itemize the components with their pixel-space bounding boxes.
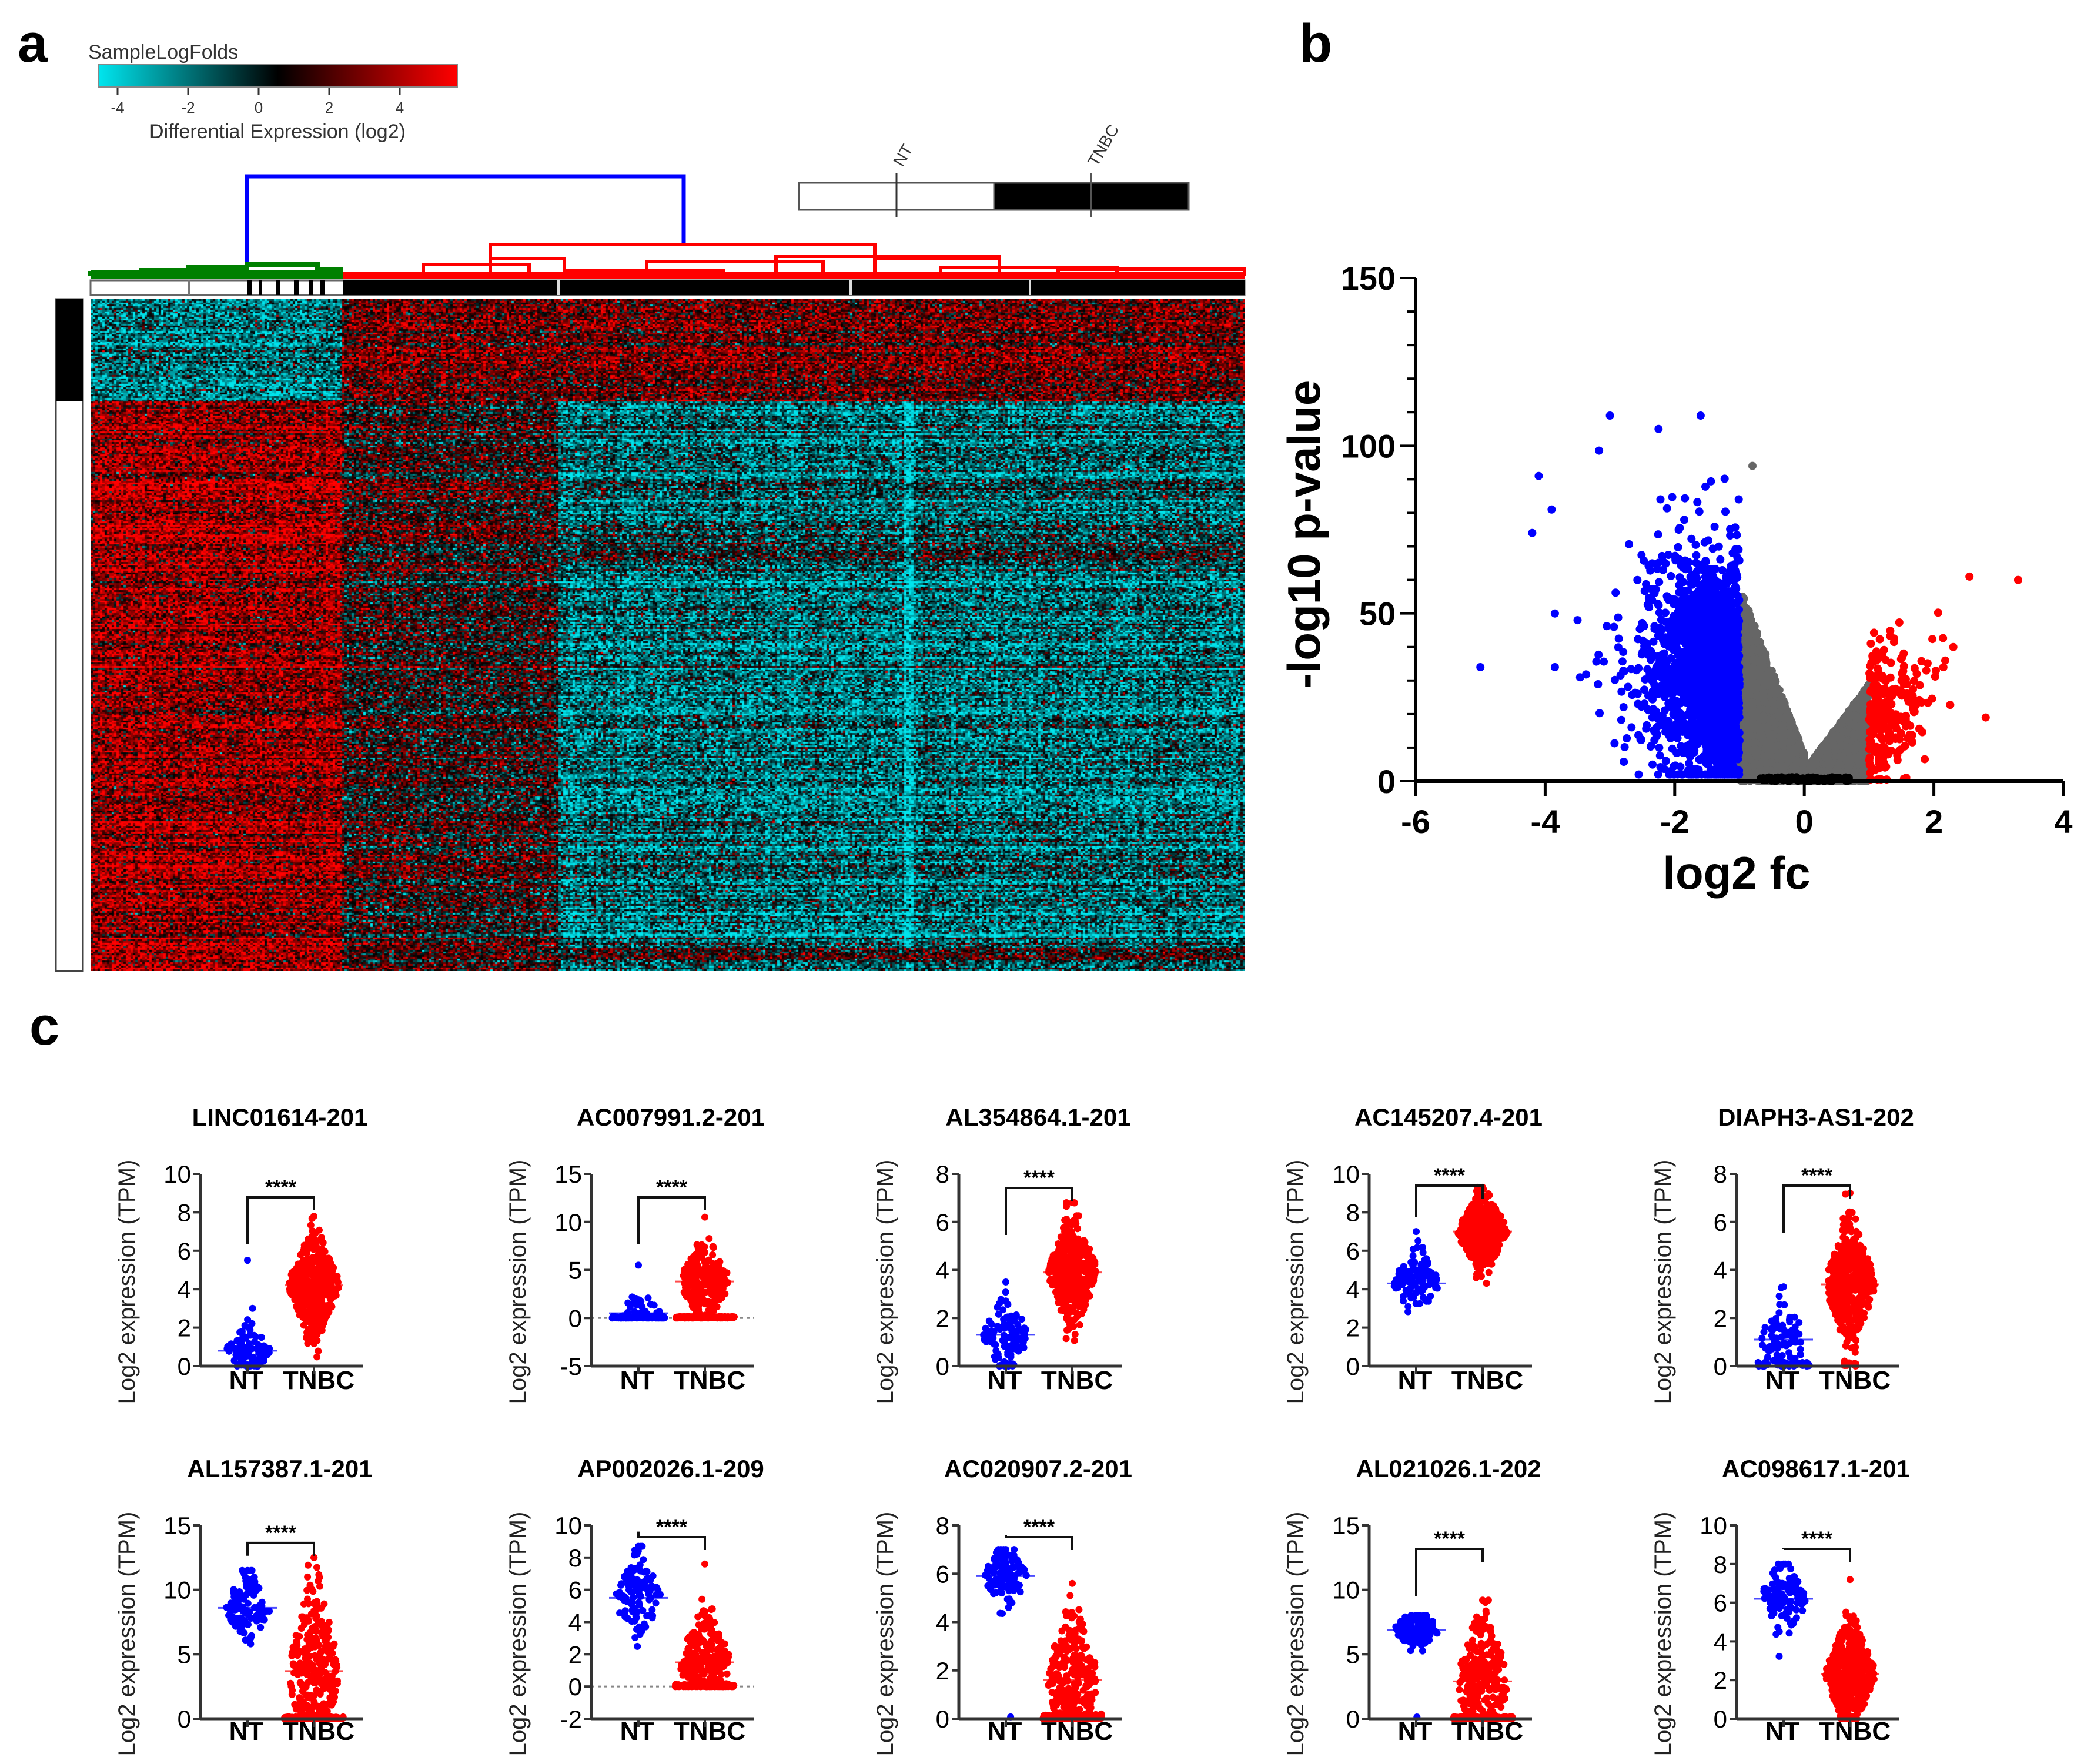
volcano-point — [1752, 690, 1761, 699]
colorbar-ticks: -4 -2 0 2 4 — [111, 88, 404, 116]
colorbar-tick-label: -4 — [111, 99, 124, 116]
column-annotation-bar — [89, 279, 1246, 296]
legend-tnbc-label: TNBC — [1084, 121, 1122, 169]
annotation-sample-mark — [320, 280, 325, 295]
volcano-point — [1750, 707, 1759, 715]
annotation-sample-mark — [259, 280, 262, 295]
volcano-point — [1744, 648, 1753, 657]
colorbar-label: Differential Expression (log2) — [149, 120, 406, 143]
annotation-sample-mark — [247, 280, 252, 295]
annotation-sample-mark — [294, 280, 299, 295]
volcano-point — [1766, 739, 1775, 748]
volcano-points — [1476, 411, 2022, 785]
volcano-point — [1759, 712, 1768, 721]
annotation-divider — [1029, 280, 1031, 295]
dendrogram-leaves — [91, 270, 343, 279]
volcano-point — [1770, 683, 1779, 692]
colorbar-title: SampleLogFolds — [88, 41, 238, 63]
volcano-point — [1764, 751, 1772, 759]
panel-label-b: b — [1299, 14, 1333, 73]
volcano-point — [1788, 750, 1796, 759]
panel-label-a: a — [18, 14, 48, 73]
annotation-sample-mark — [188, 280, 190, 295]
volcano-point — [1743, 679, 1752, 688]
volcano-point — [1761, 652, 1770, 661]
annotation-tnbc-region — [343, 280, 1245, 295]
heatmap — [91, 299, 1245, 971]
volcano-point — [1749, 655, 1758, 664]
colorbar-tick-label: 2 — [325, 99, 333, 116]
volcano-point — [1845, 753, 1854, 762]
dendrogram-branch — [422, 263, 531, 276]
volcano-point — [1779, 727, 1788, 735]
dendrogram-tnbc-cluster — [91, 255, 1246, 279]
dendrogram-branch — [489, 257, 566, 276]
volcano-point — [1758, 732, 1767, 741]
volcano-point — [1748, 698, 1757, 707]
volcano-point — [1837, 719, 1845, 728]
annotation-sample-mark — [276, 280, 280, 295]
row-annotation-bar — [55, 298, 84, 972]
volcano-point — [1771, 719, 1779, 728]
volcano-point — [1752, 681, 1761, 689]
volcano-point — [1761, 698, 1769, 707]
colorbar-tick-label: -2 — [181, 99, 195, 116]
colorbar-tick-label: 4 — [396, 99, 404, 116]
dendrogram-branch — [645, 260, 825, 276]
panel-label-c: c — [29, 996, 60, 1056]
annotation-sample-mark — [309, 280, 313, 295]
legend-nt-label: NT — [889, 141, 916, 169]
volcano-point — [1755, 646, 1764, 655]
volcano-point — [1844, 717, 1853, 725]
volcano-point — [1768, 705, 1777, 714]
dendrogram-leaves — [343, 272, 1245, 279]
colorbar — [98, 64, 458, 88]
dendrogram-root-branch — [245, 174, 686, 273]
row-annotation-up-block — [56, 299, 83, 401]
annotation-divider — [557, 280, 560, 295]
annotation-divider — [849, 280, 852, 295]
volcano-point — [1849, 700, 1858, 709]
volcano-point — [1759, 723, 1768, 732]
volcano-point — [1765, 730, 1774, 739]
colorbar-tick-label: 0 — [255, 99, 263, 116]
